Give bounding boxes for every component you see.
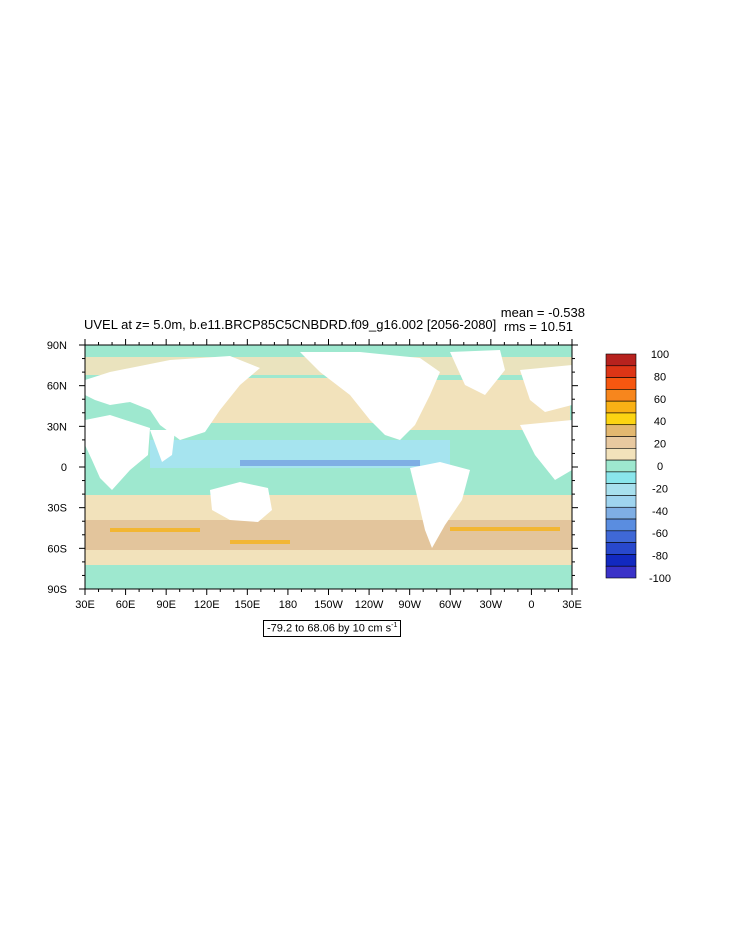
x-tick-label: 150E: [234, 599, 260, 611]
colorbar-swatch: [605, 377, 637, 390]
rms-statistic: rms = 10.51: [503, 319, 573, 334]
colorbar-swatch: [605, 471, 637, 484]
band-acc-jet-3: [450, 527, 560, 531]
colorbar-label: 20: [654, 439, 666, 451]
colorbar-swatch: [605, 554, 637, 567]
colorbar-swatch: [605, 518, 637, 532]
land-north-america: [300, 352, 440, 440]
plot-title: UVEL at z= 5.0m, b.e11.BRCP85C5CNBDRD.f0…: [84, 317, 497, 332]
band-acc-jet-1: [110, 528, 200, 532]
y-tick-label: 90N: [47, 340, 67, 352]
y-tick-label: 60S: [47, 543, 67, 555]
band-acc: [85, 520, 572, 550]
colorbar-swatch: [605, 448, 637, 461]
land-india: [150, 430, 175, 462]
contour-range-unit-exponent: -1: [391, 622, 398, 629]
colorbar-swatch: [605, 365, 637, 378]
colorbar-swatch: [605, 353, 637, 367]
colorbar-label: -40: [652, 506, 668, 518]
y-tick-label: 90S: [47, 584, 67, 596]
land-greenland: [450, 350, 505, 395]
land-eurasia: [85, 356, 260, 440]
contour-range-label: -79.2 to 68.06 by 10 cm s-1: [263, 620, 402, 637]
x-tick-label: 120E: [194, 599, 220, 611]
colorbar-swatch: [605, 412, 637, 426]
colorbar-swatch: [605, 542, 637, 555]
colorbar-swatch: [605, 459, 637, 473]
colorbar-swatch: [605, 506, 637, 520]
land-europe: [520, 365, 572, 412]
land-africa-east: [520, 420, 572, 480]
colorbar-swatch: [605, 565, 637, 579]
mean-statistic: mean = -0.538: [500, 305, 585, 320]
land-africa: [85, 415, 150, 490]
colorbar-label: 100: [651, 349, 669, 361]
y-axis: 90N 60N 30N 0 30S 60S 90S: [47, 340, 578, 596]
land-south-america: [410, 462, 470, 548]
y-tick-label: 60N: [47, 381, 67, 393]
colorbar-swatch: [605, 483, 637, 496]
x-tick-label: 30W: [480, 599, 503, 611]
colorbar-label: -100: [649, 573, 671, 585]
land-australia: [210, 482, 272, 522]
x-tick-label: 150W: [314, 599, 343, 611]
x-tick-label: 30E: [75, 599, 95, 611]
colorbar-swatch: [605, 400, 637, 414]
x-tick-label: 60W: [439, 599, 462, 611]
band-acc-south: [85, 550, 572, 565]
colorbar-swatch: [605, 436, 637, 449]
colorbar-label: -20: [652, 483, 668, 495]
band-southern-weak: [85, 495, 572, 520]
colorbar-label: -80: [652, 551, 668, 563]
y-tick-label: 30S: [47, 503, 67, 515]
y-tick-label: 0: [61, 462, 67, 474]
band-acc-jet-2: [230, 540, 290, 544]
map-area: [85, 345, 572, 589]
colorbar-label: 80: [654, 371, 666, 383]
contour-range-text: -79.2 to 68.06 by 10 cm s: [267, 622, 392, 635]
colorbar-label: -60: [652, 528, 668, 540]
y-tick-label: 30N: [47, 421, 67, 433]
x-tick-label: 60E: [116, 599, 136, 611]
x-axis: 30E 60E 90E 120E 150E 180 150W 120W 90W 60W 30W 0 30…: [75, 339, 582, 611]
colorbar-swatch: [605, 389, 637, 402]
colorbar-label: 0: [657, 461, 663, 473]
colorbar-swatch: [605, 495, 637, 508]
band-equator-strong: [240, 460, 420, 466]
x-tick-label: 30E: [562, 599, 582, 611]
colorbar-label: 60: [654, 394, 666, 406]
x-tick-label: 120W: [355, 599, 384, 611]
x-tick-label: 0: [528, 599, 534, 611]
x-tick-label: 90E: [156, 599, 176, 611]
colorbar-label: 40: [654, 416, 666, 428]
colorbar: 100 80 60 40 20 0 -20 -40 -60 -80 -100: [605, 349, 671, 585]
x-tick-label: 90W: [398, 599, 421, 611]
x-tick-label: 180: [279, 599, 297, 611]
colorbar-swatch: [605, 530, 637, 543]
colorbar-swatch: [605, 424, 637, 437]
